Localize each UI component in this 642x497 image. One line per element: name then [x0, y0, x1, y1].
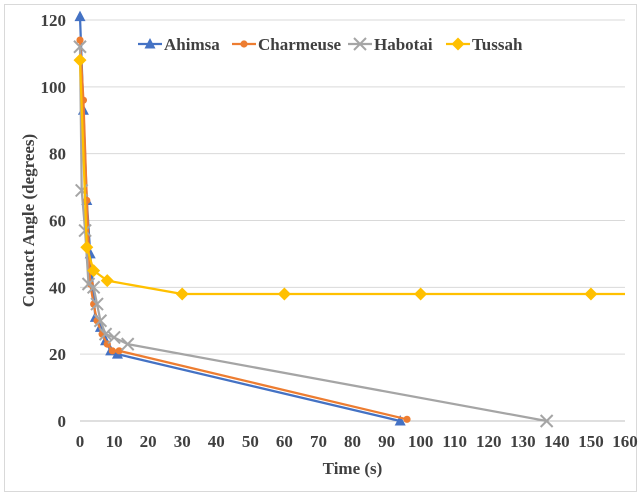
data-point-ahimsa [394, 415, 406, 426]
data-point-tussah [87, 264, 101, 278]
x-tick-label: 50 [242, 432, 259, 451]
x-tick-label: 10 [106, 432, 123, 451]
legend-label: Charmeuse [258, 35, 342, 54]
legend-item-tussah: Tussah [446, 35, 523, 54]
data-point-tussah [414, 287, 428, 301]
x-tick-label: 40 [208, 432, 225, 451]
y-tick-labels: 0 20 40 60 80 100 120 [41, 11, 67, 431]
series-line-tussah [78, 60, 625, 296]
series-line-habotai [78, 46, 547, 423]
legend-item-ahimsa: Ahimsa [138, 35, 220, 54]
x-tick-label: 80 [344, 432, 361, 451]
data-point-tussah [73, 53, 87, 67]
series-ahimsa [74, 10, 406, 426]
legend-label: Habotai [374, 35, 433, 54]
data-point-tussah [175, 287, 189, 301]
x-tick-label: 150 [578, 432, 604, 451]
x-tick-label: 30 [174, 432, 191, 451]
data-point-habotai [539, 414, 554, 428]
series-line-charmeuse [78, 39, 408, 421]
data-point-tussah [100, 274, 114, 288]
series-tussah [73, 53, 625, 301]
data-point-habotai [73, 40, 87, 54]
x-tick-label: 130 [510, 432, 536, 451]
legend-label: Tussah [472, 35, 523, 54]
chart-frame [4, 4, 637, 492]
data-point-charmeuse [403, 415, 411, 423]
data-point-habotai [107, 330, 121, 345]
x-tick-label: 90 [378, 432, 395, 451]
data-point-charmeuse [76, 36, 84, 44]
data-point-habotai [93, 314, 108, 328]
x-tick-label: 160 [612, 432, 638, 451]
data-point-habotai [98, 327, 113, 341]
legend-marker [451, 37, 465, 51]
x-tick-label: 20 [140, 432, 157, 451]
y-tick-label: 0 [58, 412, 67, 431]
data-point-habotai [120, 337, 135, 351]
data-point-charmeuse [108, 347, 116, 355]
gridlines [80, 19, 625, 422]
x-tick-labels: 0 10 20 30 40 50 60 70 80 90 100 110 120 130 140 150 160 [76, 432, 638, 451]
series-habotai [73, 40, 554, 428]
y-tick-label: 80 [49, 145, 66, 164]
data-point-tussah [277, 287, 291, 301]
y-axis-title: Contact Angle (degrees) [19, 134, 38, 307]
legend-item-charmeuse: Charmeuse [232, 35, 342, 54]
x-tick-label: 100 [408, 432, 434, 451]
data-point-habotai [86, 280, 101, 295]
legend-marker [240, 40, 248, 48]
x-axis-title: Time (s) [323, 459, 383, 478]
x-tick-label: 140 [544, 432, 570, 451]
x-tick-label: 0 [76, 432, 85, 451]
data-point-charmeuse [115, 347, 123, 355]
y-tick-label: 120 [41, 11, 67, 30]
y-tick-label: 20 [49, 345, 66, 364]
x-tick-label: 110 [442, 432, 467, 451]
legend-marker [144, 38, 156, 49]
legend-item-habotai: Habotai [348, 35, 433, 54]
data-point-tussah [80, 240, 94, 254]
y-tick-label: 60 [49, 212, 66, 231]
legend-label: Ahimsa [164, 35, 220, 54]
x-tick-label: 120 [476, 432, 502, 451]
data-point-habotai [90, 297, 104, 311]
x-tick-label: 60 [276, 432, 293, 451]
y-tick-label: 40 [49, 278, 66, 297]
legend-marker [353, 37, 367, 51]
series-group [73, 10, 625, 428]
legend: Ahimsa Charmeuse Habotai Tussah [138, 35, 523, 54]
data-point-tussah [584, 287, 598, 301]
data-point-ahimsa [74, 10, 86, 22]
series-line-ahimsa [78, 16, 401, 423]
y-tick-label: 100 [41, 78, 67, 97]
x-tick-label: 70 [310, 432, 327, 451]
